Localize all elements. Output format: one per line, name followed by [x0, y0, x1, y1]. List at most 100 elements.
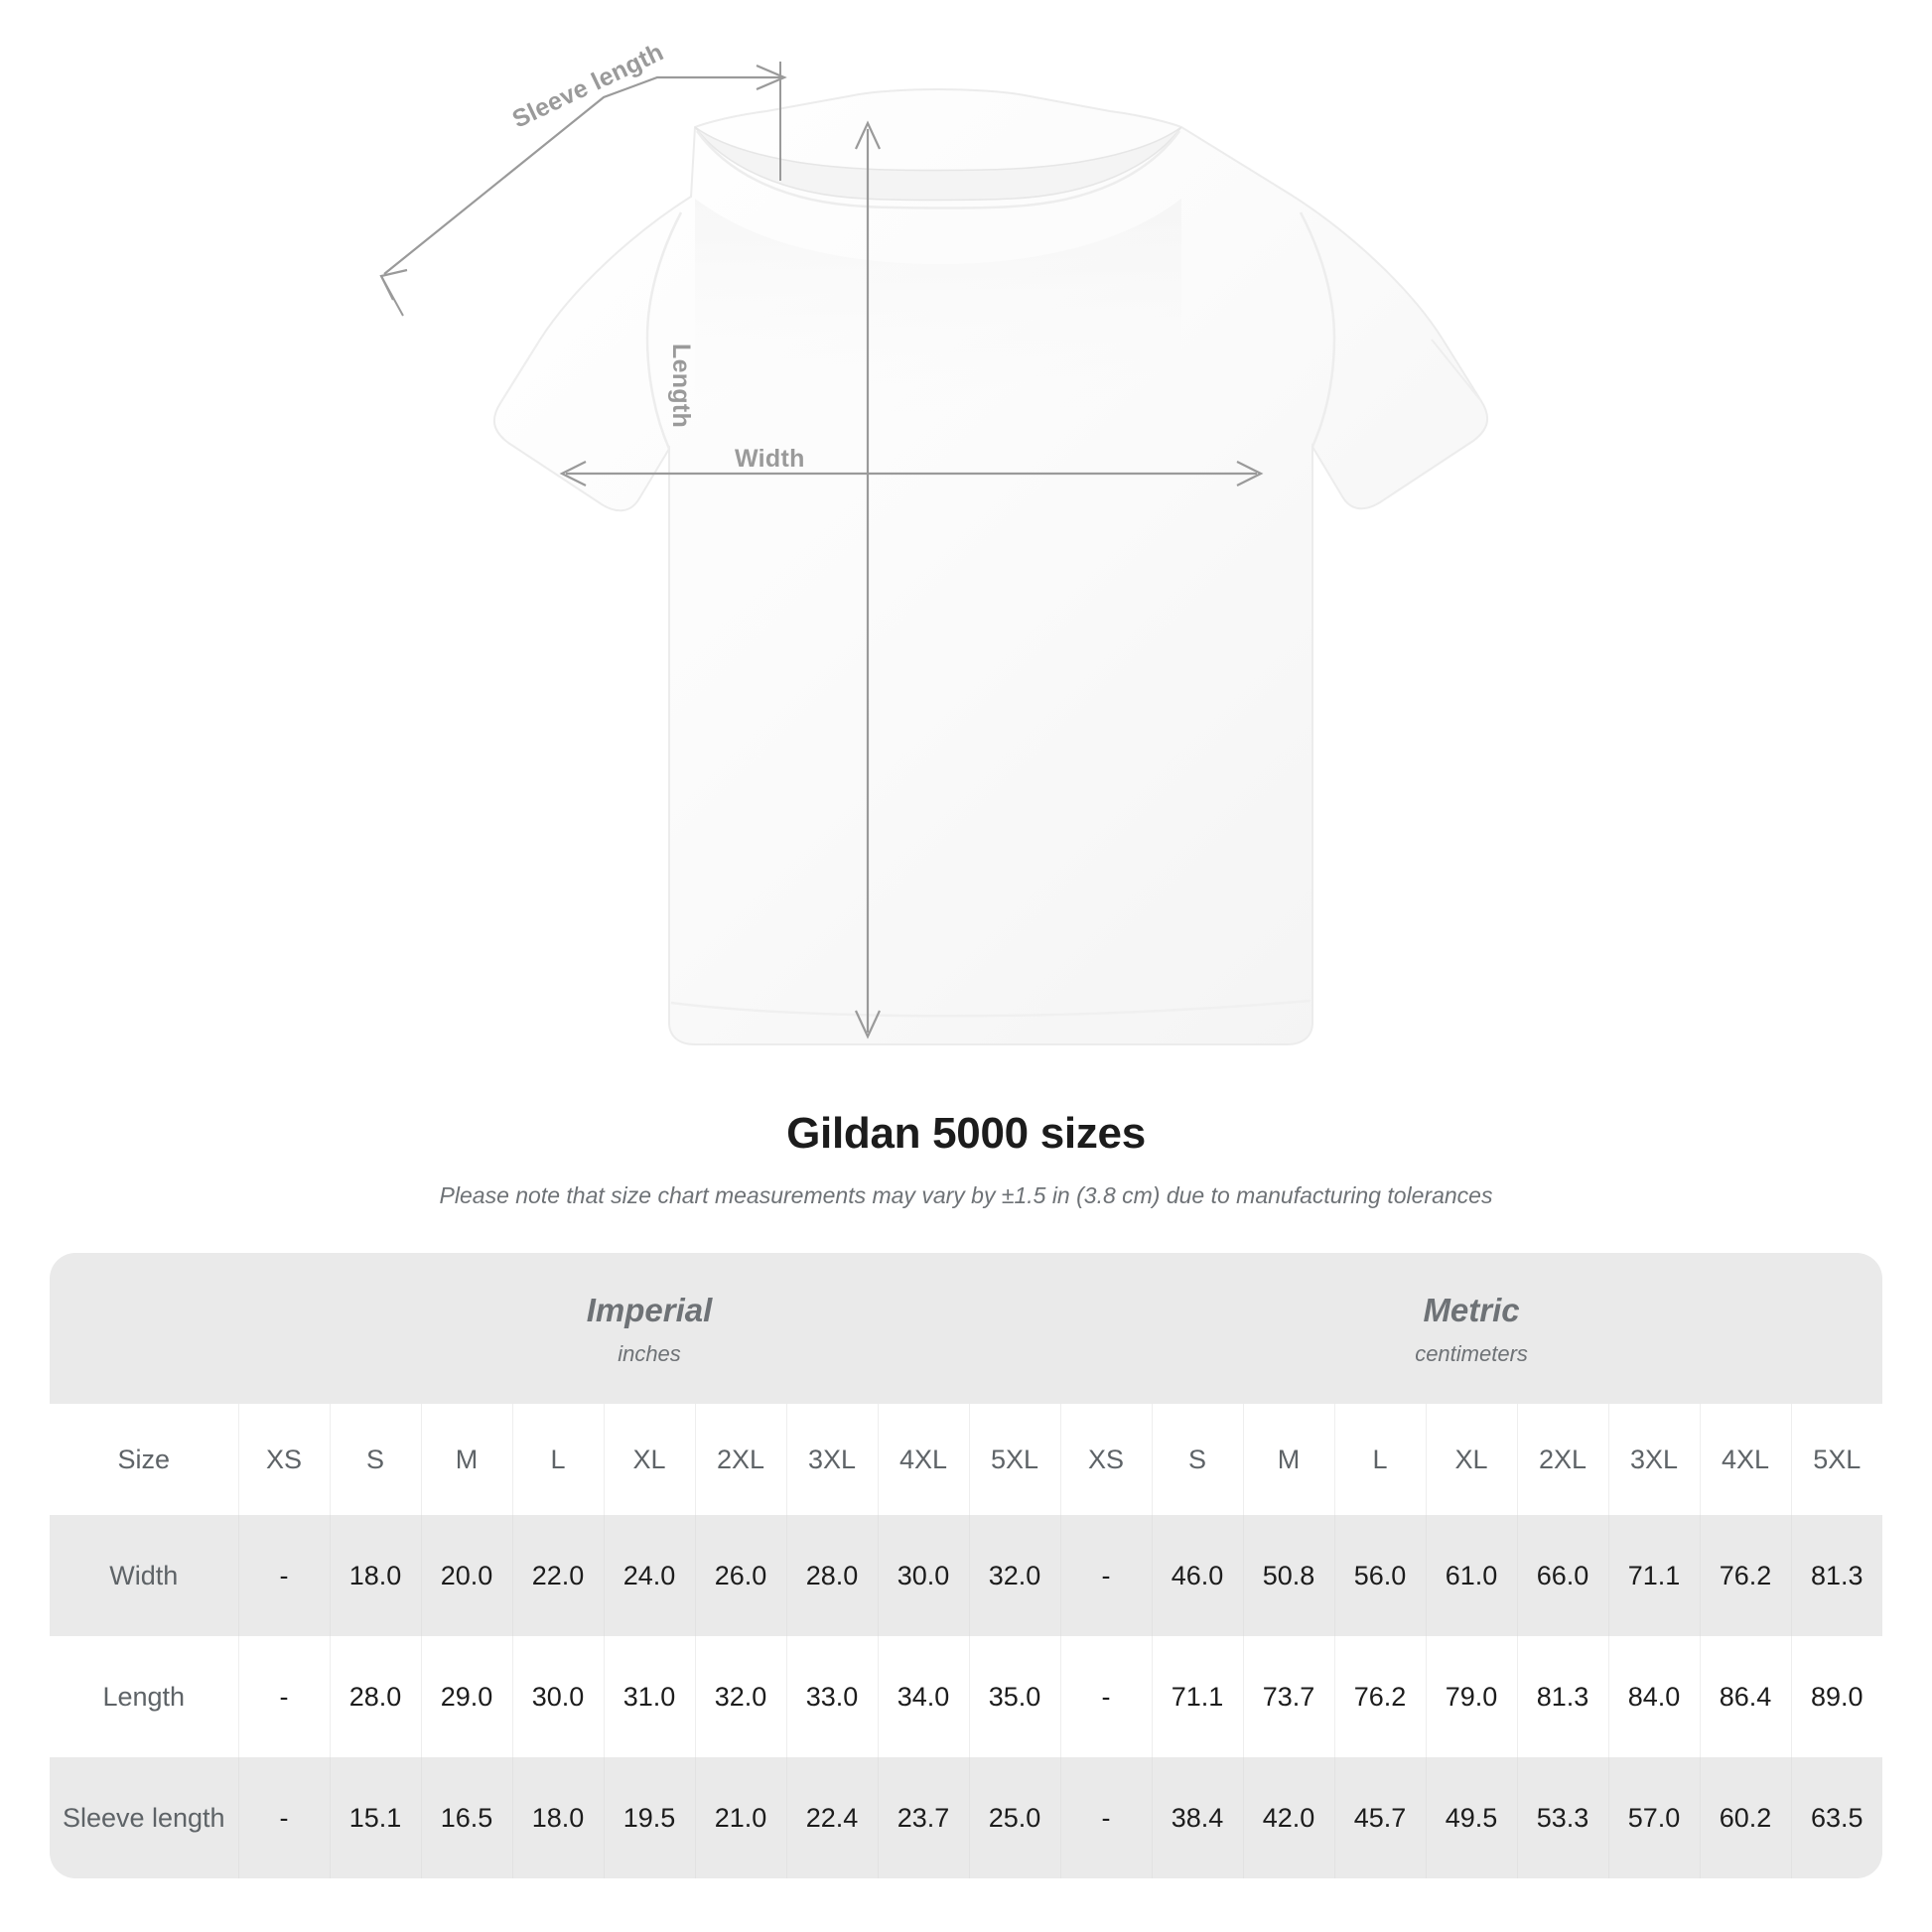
size-chart-table-container: Imperial inches Metric centimeters Size XS S M L… — [50, 1253, 1882, 1878]
row-header-sleeve-length: Sleeve length — [50, 1757, 238, 1878]
sleeve-arrow-right — [756, 64, 787, 91]
chart-heading: Gildan 5000 sizes Please note that size … — [0, 1109, 1932, 1209]
cell-metric-xl: 49.5 — [1425, 1757, 1517, 1878]
cell-imperial-l: 30.0 — [511, 1636, 604, 1757]
cell-imperial-3xl: 28.0 — [785, 1515, 878, 1636]
size-col-header-4xl: 4XL — [1699, 1404, 1791, 1515]
size-header-label: Size — [50, 1404, 238, 1515]
cell-metric-s: 38.4 — [1151, 1757, 1243, 1878]
cell-imperial-2xl: 32.0 — [694, 1636, 786, 1757]
cell-imperial-xl: 31.0 — [603, 1636, 695, 1757]
cell-imperial-l: 22.0 — [511, 1515, 604, 1636]
size-header-row: Size XS S M L XL 2XL 3XL 4XL 5XL XS S M L XL 2XL 3XL 4XL 5… — [50, 1404, 1882, 1515]
row-header-length: Length — [50, 1636, 238, 1757]
cell-metric-2xl: 53.3 — [1516, 1757, 1608, 1878]
page-title: Gildan 5000 sizes — [786, 1109, 1146, 1158]
cell-imperial-2xl: 26.0 — [694, 1515, 786, 1636]
tolerance-note: Please note that size chart measurements… — [439, 1182, 1493, 1208]
size-col-header-5xl: 5XL — [968, 1404, 1060, 1515]
cell-metric-3xl: 71.1 — [1607, 1515, 1700, 1636]
size-col-header-xl: XL — [603, 1404, 695, 1515]
cell-imperial-xs: - — [237, 1636, 330, 1757]
width-arrow-left — [559, 461, 587, 486]
cell-imperial-5xl: 32.0 — [968, 1515, 1060, 1636]
unit-name: Imperial — [586, 1292, 713, 1329]
cell-imperial-l: 18.0 — [511, 1757, 604, 1878]
unit-name: Metric — [1423, 1292, 1520, 1329]
tshirt-diagram: Sleeve length Length Width — [379, 38, 1489, 1045]
cell-imperial-m: 20.0 — [420, 1515, 512, 1636]
cell-metric-l: 45.7 — [1333, 1757, 1426, 1878]
size-chart-table: Imperial inches Metric centimeters Size XS S M L… — [50, 1253, 1882, 1878]
size-col-header-s: S — [329, 1404, 421, 1515]
cell-metric-xs: - — [1059, 1515, 1152, 1636]
cell-imperial-2xl: 21.0 — [694, 1757, 786, 1878]
size-col-header-4xl: 4XL — [877, 1404, 969, 1515]
size-col-header-xs: XS — [237, 1404, 330, 1515]
size-col-header-3xl: 3XL — [785, 1404, 878, 1515]
cell-imperial-xl: 24.0 — [603, 1515, 695, 1636]
length-arrow-bottom — [855, 1010, 881, 1039]
cell-imperial-5xl: 35.0 — [968, 1636, 1060, 1757]
cell-imperial-s: 15.1 — [329, 1757, 421, 1878]
cell-metric-xl: 79.0 — [1425, 1636, 1517, 1757]
cell-metric-m: 42.0 — [1242, 1757, 1334, 1878]
cell-imperial-s: 28.0 — [329, 1636, 421, 1757]
cell-imperial-5xl: 25.0 — [968, 1757, 1060, 1878]
cell-imperial-xs: - — [237, 1515, 330, 1636]
cell-metric-l: 76.2 — [1333, 1636, 1426, 1757]
cell-metric-l: 56.0 — [1333, 1515, 1426, 1636]
unit-band-metric: Metric centimeters — [1060, 1253, 1882, 1404]
cell-imperial-4xl: 30.0 — [877, 1515, 969, 1636]
cell-imperial-s: 18.0 — [329, 1515, 421, 1636]
size-col-header-2xl: 2XL — [694, 1404, 786, 1515]
table-row: Sleeve length -15.1 16.5 18.0 19.5 21.0 22.4 23… — [50, 1757, 1882, 1878]
width-label: Width — [735, 445, 805, 473]
size-col-header-2xl: 2XL — [1516, 1404, 1608, 1515]
size-col-header-s: S — [1151, 1404, 1243, 1515]
cell-metric-4xl: 60.2 — [1699, 1757, 1791, 1878]
cell-metric-3xl: 84.0 — [1607, 1636, 1700, 1757]
cell-imperial-m: 16.5 — [420, 1757, 512, 1878]
unit-subtitle: centimeters — [1415, 1340, 1528, 1366]
cell-metric-2xl: 81.3 — [1516, 1636, 1608, 1757]
row-header-width: Width — [50, 1515, 238, 1636]
unit-band-spacer — [50, 1253, 238, 1404]
cell-imperial-4xl: 23.7 — [877, 1757, 969, 1878]
size-col-header-m: M — [420, 1404, 512, 1515]
cell-metric-s: 46.0 — [1151, 1515, 1243, 1636]
cell-imperial-xs: - — [237, 1757, 330, 1878]
cell-imperial-3xl: 33.0 — [785, 1636, 878, 1757]
sleeve-tick-left — [380, 275, 404, 317]
cell-metric-xl: 61.0 — [1425, 1515, 1517, 1636]
cell-metric-5xl: 63.5 — [1790, 1757, 1882, 1878]
cell-imperial-xl: 19.5 — [603, 1757, 695, 1878]
cell-metric-s: 71.1 — [1151, 1636, 1243, 1757]
measurement-lines — [379, 62, 1264, 1039]
width-arrow-right — [1236, 461, 1264, 486]
unit-band-imperial: Imperial inches — [238, 1253, 1060, 1404]
cell-metric-m: 50.8 — [1242, 1515, 1334, 1636]
unit-band-row: Imperial inches Metric centimeters — [50, 1253, 1882, 1404]
cell-imperial-4xl: 34.0 — [877, 1636, 969, 1757]
table-row: Length -28.0 29.0 30.0 31.0 32.0 33.0 34.0 35.0-… — [50, 1636, 1882, 1757]
cell-imperial-m: 29.0 — [420, 1636, 512, 1757]
sleeve-line — [383, 75, 780, 275]
table-row: Width -18.0 20.0 22.0 24.0 26.0 28.0 30.0 32.0-4… — [50, 1515, 1882, 1636]
size-col-header-5xl: 5XL — [1790, 1404, 1882, 1515]
size-col-header-l: L — [1333, 1404, 1426, 1515]
cell-metric-3xl: 57.0 — [1607, 1757, 1700, 1878]
cell-metric-xs: - — [1059, 1636, 1152, 1757]
size-col-header-xl: XL — [1425, 1404, 1517, 1515]
tshirt-body-shape — [492, 87, 1489, 1045]
cell-metric-4xl: 76.2 — [1699, 1515, 1791, 1636]
cell-metric-5xl: 81.3 — [1790, 1515, 1882, 1636]
cell-metric-xs: - — [1059, 1757, 1152, 1878]
cell-imperial-3xl: 22.4 — [785, 1757, 878, 1878]
tshirt-illustration — [379, 62, 1489, 1045]
cell-metric-2xl: 66.0 — [1516, 1515, 1608, 1636]
unit-subtitle: inches — [618, 1340, 681, 1366]
length-label: Length — [667, 344, 695, 429]
size-col-header-3xl: 3XL — [1607, 1404, 1700, 1515]
size-col-header-l: L — [511, 1404, 604, 1515]
